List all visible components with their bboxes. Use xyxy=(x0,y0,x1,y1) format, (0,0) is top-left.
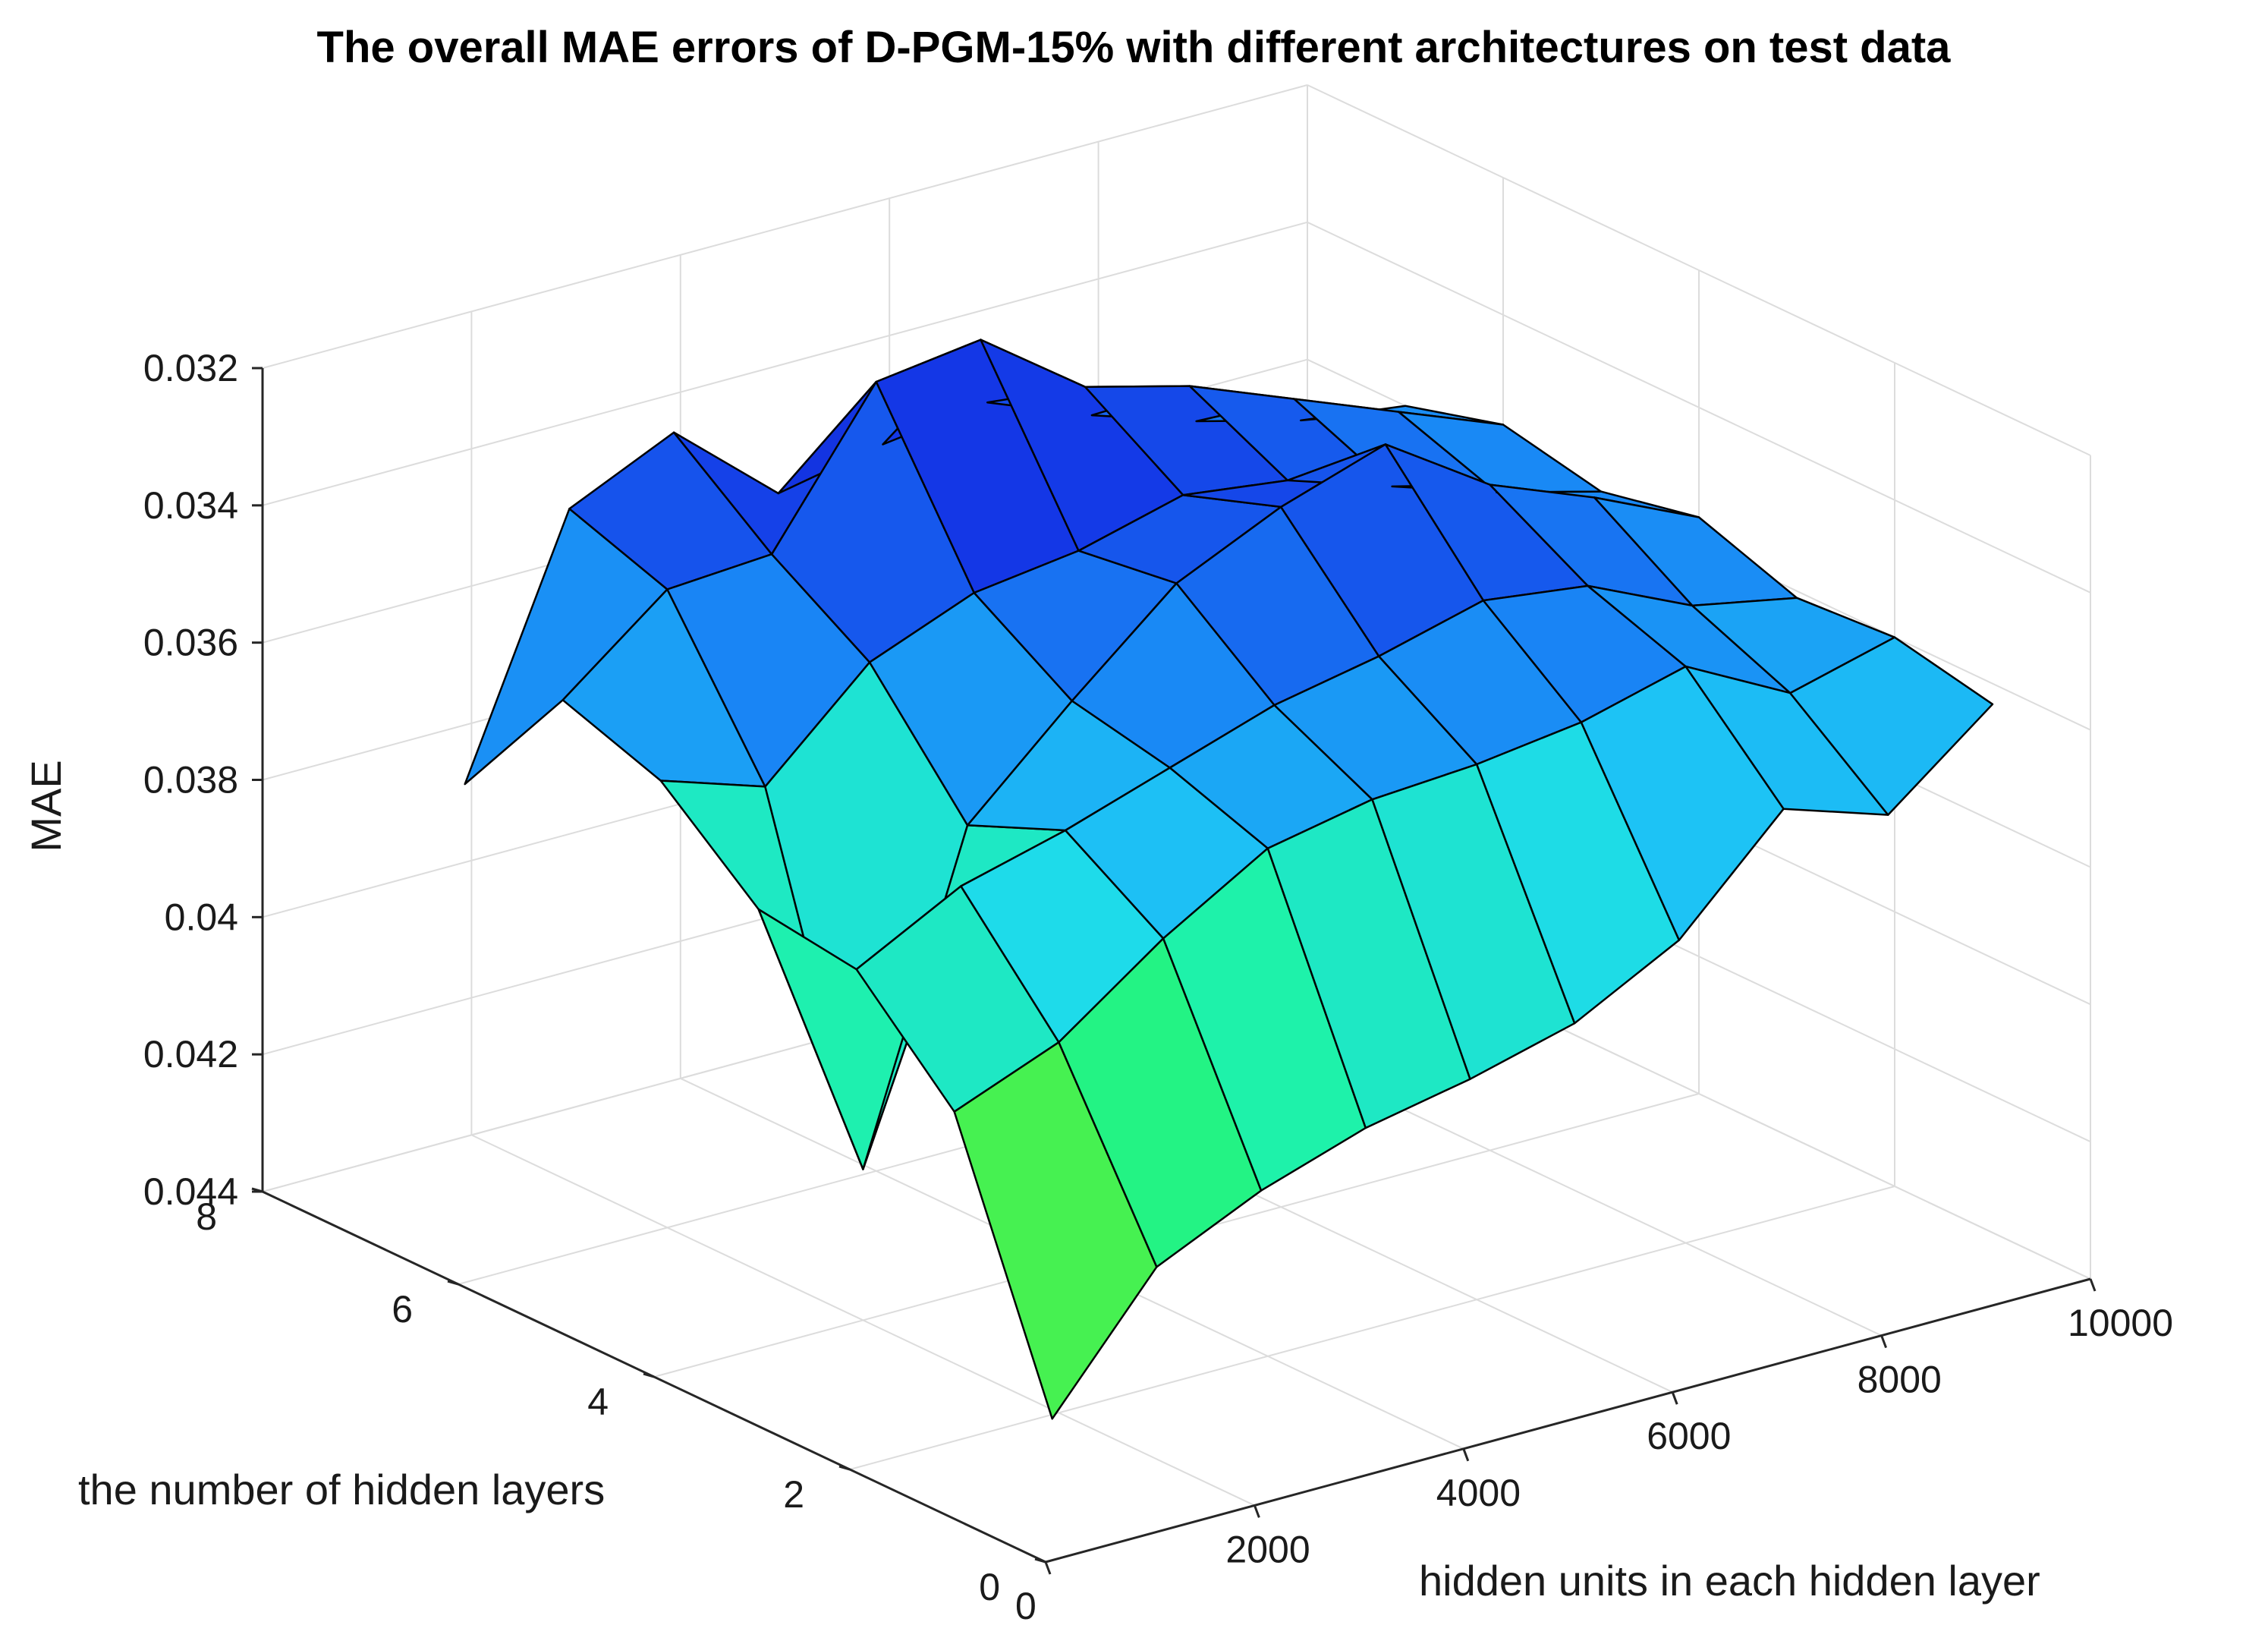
x-tick xyxy=(2089,1278,2097,1292)
back-wall-grid-z xyxy=(262,221,1308,506)
floor-grid-y xyxy=(849,1186,1895,1470)
z-tick-label: 0.04 xyxy=(165,896,238,938)
y-tick-label: 4 xyxy=(587,1381,609,1423)
y-tick xyxy=(838,1465,851,1471)
surface-plot xyxy=(464,339,1994,1420)
axes xyxy=(251,367,2097,1575)
x-axis-label: hidden units in each hidden layer xyxy=(1419,1557,2040,1605)
y-tick xyxy=(447,1280,459,1286)
y-tick xyxy=(643,1372,655,1378)
z-axis-label: MAE xyxy=(22,760,70,852)
x-axis-line xyxy=(1045,1277,2091,1564)
x-tick-label: 10000 xyxy=(2068,1302,2173,1344)
y-tick-label: 2 xyxy=(783,1473,804,1516)
z-tick-label: 0.032 xyxy=(143,347,238,389)
z-tick-label: 0.034 xyxy=(143,484,238,527)
x-tick-label: 0 xyxy=(1015,1585,1036,1627)
y-tick-label: 0 xyxy=(979,1566,1000,1608)
tick-labels: 0.0320.0340.0360.0380.040.0420.044024680… xyxy=(143,347,2173,1627)
x-tick xyxy=(1253,1504,1260,1518)
x-tick xyxy=(1880,1335,1888,1349)
x-tick-label: 2000 xyxy=(1225,1528,1310,1570)
y-tick-label: 8 xyxy=(196,1195,217,1238)
z-tick-label: 0.044 xyxy=(143,1170,238,1213)
y-tick xyxy=(1034,1557,1046,1564)
x-tick xyxy=(1671,1391,1678,1405)
side-wall-grid-z xyxy=(1307,84,2091,456)
x-tick-label: 4000 xyxy=(1436,1472,1521,1514)
z-tick-label: 0.036 xyxy=(143,622,238,664)
x-tick-label: 6000 xyxy=(1647,1415,1731,1457)
y-tick xyxy=(251,1187,263,1193)
back-wall-grid-z xyxy=(262,84,1308,369)
y-tick-label: 6 xyxy=(392,1288,413,1331)
z-tick-label: 0.042 xyxy=(143,1033,238,1076)
side-wall-grid-z xyxy=(1307,221,2091,594)
z-tick-label: 0.038 xyxy=(143,759,238,802)
chart-title: The overall MAE errors of D-PGM-15% with… xyxy=(317,23,1952,72)
x-tick-label: 8000 xyxy=(1857,1359,1942,1401)
x-tick xyxy=(1462,1448,1470,1462)
y-axis-label: the number of hidden layers xyxy=(78,1466,605,1513)
x-tick xyxy=(1044,1561,1052,1575)
surface-patch xyxy=(1789,636,1994,816)
